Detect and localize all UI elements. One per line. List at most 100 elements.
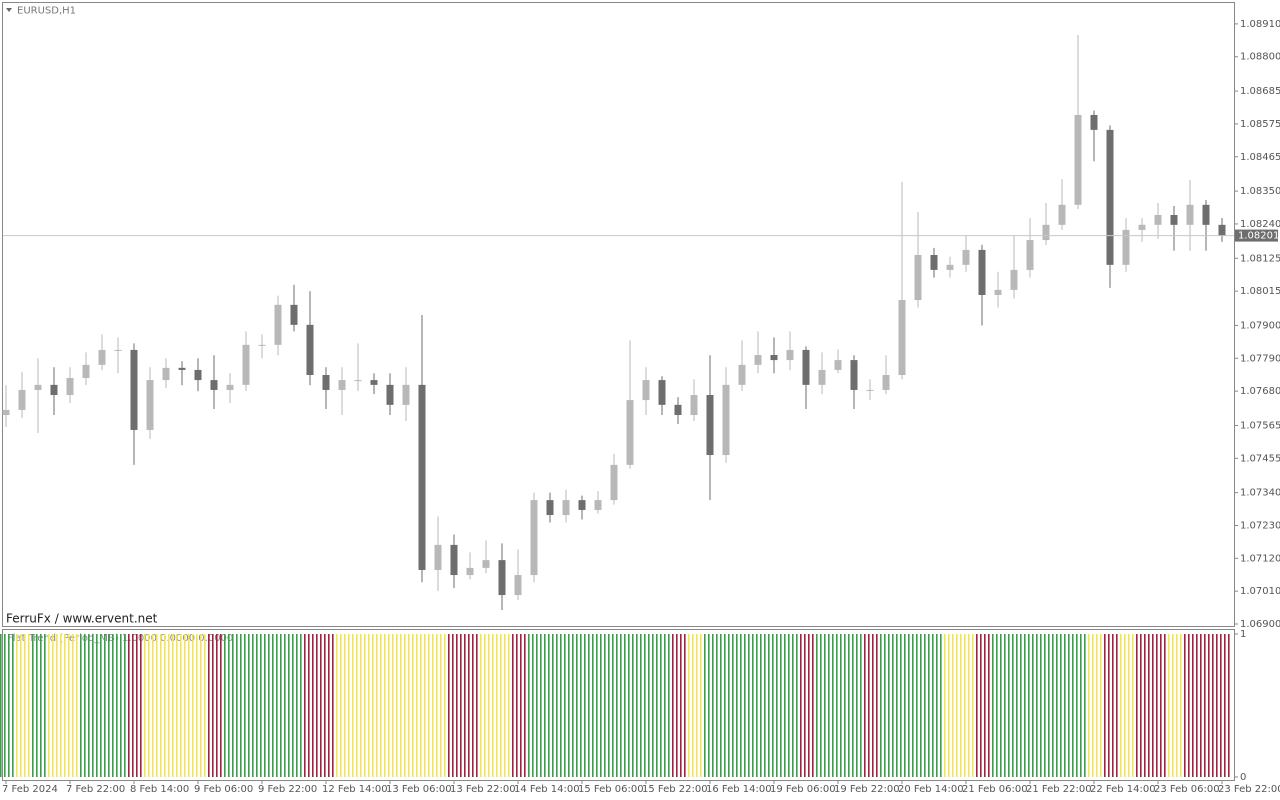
indicator-bar [159, 634, 175, 777]
candle-body [674, 404, 682, 416]
indicator-bar [879, 634, 895, 777]
indicator-bar [543, 634, 559, 777]
indicator-bar [1215, 634, 1231, 777]
indicator-bar [687, 634, 703, 777]
indicator-bar [111, 634, 127, 777]
indicator-bar [1087, 634, 1103, 777]
indicator-bar [1167, 634, 1183, 777]
candle-body [530, 500, 538, 576]
indicator-bar [575, 634, 591, 777]
indicator-bar [207, 634, 223, 777]
y-tick-label: 1.07230 [1240, 520, 1280, 531]
indicator-bar [1103, 634, 1119, 777]
candle-body [930, 254, 938, 270]
candle-body [274, 304, 282, 345]
candle-body [866, 389, 874, 391]
candle-body [738, 364, 746, 385]
indicator-bar [767, 634, 783, 777]
candle-body [610, 464, 618, 501]
candle-body [1202, 204, 1210, 225]
indicator-bar [607, 634, 623, 777]
candle-body [834, 360, 842, 370]
y-tick-label: 1 [1240, 629, 1246, 640]
y-tick-label: 1.07680 [1240, 386, 1280, 397]
indicator-bar [191, 634, 207, 777]
indicator-bar [1055, 634, 1071, 777]
candle-body [818, 369, 826, 385]
indicator-bar [447, 634, 463, 777]
candle-body [242, 344, 250, 385]
y-tick-label: 1.08350 [1240, 186, 1280, 197]
candle-body [690, 395, 698, 416]
x-tick-label: 12 Feb 14:00 [322, 784, 388, 795]
y-tick-label: 1.07120 [1240, 553, 1280, 564]
candle-body [754, 355, 762, 365]
x-tick-label: 22 Feb 14:00 [1090, 784, 1156, 795]
indicator-bar [175, 634, 191, 777]
candle-body [546, 500, 554, 516]
candle-body [418, 384, 426, 570]
candle-body [66, 377, 74, 396]
candle-body [386, 384, 394, 405]
indicator-bar [639, 634, 655, 777]
indicator-bar [127, 634, 143, 777]
indicator-bar [351, 634, 367, 777]
indicator-bar [1007, 634, 1023, 777]
indicator-bar [1071, 634, 1087, 777]
candle-body [50, 384, 58, 396]
candle-body [210, 380, 218, 390]
x-tick-label: 7 Feb 2024 [2, 784, 58, 795]
y-tick-label: 1.06900 [1240, 619, 1280, 630]
candle-body [498, 560, 506, 596]
candle-body [450, 544, 458, 576]
indicator-bar [751, 634, 767, 777]
y-tick-label: 1.08800 [1240, 52, 1280, 63]
indicator-bar [287, 634, 303, 777]
candle-body [82, 364, 90, 378]
last-price-box [1235, 229, 1278, 242]
candle-body [1026, 240, 1034, 270]
candle-body [578, 500, 586, 510]
x-tick-label: 15 Feb 22:00 [642, 784, 708, 795]
y-tick-label: 1.08240 [1240, 219, 1280, 230]
indicator-bar [47, 634, 63, 777]
indicator-bar [495, 634, 511, 777]
indicator-bar [959, 634, 975, 777]
indicator-bar [303, 634, 319, 777]
indicator-bar [815, 634, 831, 777]
main-panel [2, 2, 1235, 627]
indicator-bar [671, 634, 687, 777]
indicator-bar [943, 634, 959, 777]
x-tick-label: 13 Feb 22:00 [450, 784, 516, 795]
x-tick-label: 23 Feb 22:00 [1218, 784, 1280, 795]
x-tick-label: 20 Feb 14:00 [898, 784, 964, 795]
candle-body [306, 324, 314, 376]
indicator-bar [831, 634, 847, 777]
y-tick-label: 1.07340 [1240, 488, 1280, 499]
candle-body [978, 249, 986, 295]
indicator-bar [239, 634, 255, 777]
candle-body [1170, 214, 1178, 225]
candle-body [594, 500, 602, 510]
y-tick-label: 1.07565 [1240, 420, 1280, 431]
candle-body [1122, 229, 1130, 265]
candle-body [258, 344, 266, 346]
panel-menu-icon[interactable] [6, 8, 12, 12]
candle-body [658, 380, 666, 405]
annotation: FerruFx / www.ervent.net [6, 612, 158, 626]
indicator-bar [847, 634, 863, 777]
last-price-label: 1.08201 [1238, 231, 1279, 242]
candle-body [642, 380, 650, 401]
indicator-bar [527, 634, 543, 777]
indicator-bar [863, 634, 879, 777]
indicator-bar [895, 634, 911, 777]
x-tick-label: 16 Feb 14:00 [706, 784, 772, 795]
indicator-bar [1183, 634, 1199, 777]
candle-body [130, 349, 138, 430]
indicator-bar [431, 634, 447, 777]
y-tick-label: 1.07790 [1240, 353, 1280, 364]
x-tick-label: 14 Feb 14:00 [514, 784, 580, 795]
indicator-bar [783, 634, 799, 777]
